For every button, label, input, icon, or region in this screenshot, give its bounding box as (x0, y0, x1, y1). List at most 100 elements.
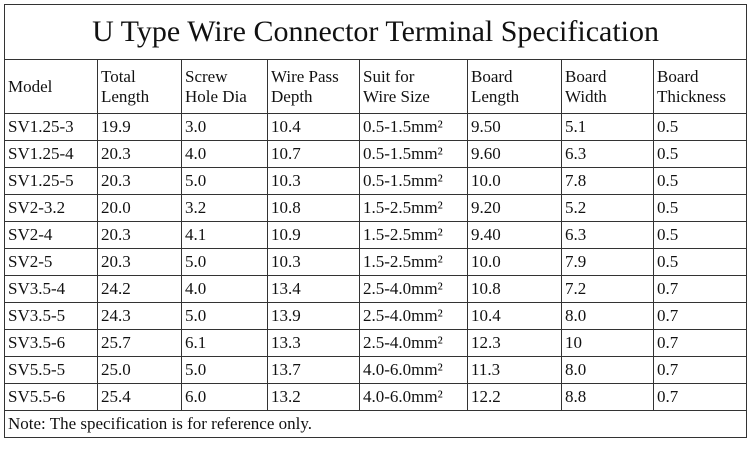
cell: 10.8 (267, 194, 360, 222)
header-row: Model Total Length Screw Hole Dia Wire Pass De… (4, 59, 748, 114)
cell: 5.0 (181, 356, 268, 384)
cell: SV2-4 (4, 221, 98, 249)
cell: 9.50 (467, 113, 562, 141)
cell: 13.4 (267, 275, 360, 303)
cell: 7.8 (561, 167, 654, 195)
header-text: Length (101, 86, 150, 106)
data-row: SV3.5-5 24.3 5.0 13.9 2.5-4.0mm² 10.4 8.0 0.7 (4, 302, 748, 330)
header-text: Suit for (363, 66, 415, 86)
data-row: SV5.5-5 25.0 5.0 13.7 4.0-6.0mm² 11.3 8.0 0.7 (4, 356, 748, 384)
cell: 0.7 (652, 383, 748, 411)
data-row: SV5.5-6 25.4 6.0 13.2 4.0-6.0mm² 12.2 8.8 0.7 (4, 383, 748, 411)
cell: SV1.25-5 (4, 167, 98, 195)
cell: 1.5-2.5mm² (359, 248, 468, 276)
cell: 5.1 (561, 113, 654, 141)
cell: 5.2 (561, 194, 654, 222)
cell: 10.0 (467, 248, 562, 276)
cell: 25.0 (97, 356, 182, 384)
cell: 7.9 (561, 248, 654, 276)
cell: 0.7 (652, 356, 748, 384)
cell: 8.8 (561, 383, 654, 411)
cell: 24.3 (97, 302, 182, 330)
cell: 4.0-6.0mm² (359, 383, 468, 411)
header-text: Wire Size (363, 86, 430, 106)
header-cell: Suit for Wire Size (359, 59, 468, 114)
header-cell: Board Thickness (652, 59, 748, 114)
cell: 0.5-1.5mm² (359, 113, 468, 141)
cell: 0.5 (652, 113, 748, 141)
cell: 0.7 (652, 329, 748, 357)
note-row: Note: The specification is for reference… (3, 410, 748, 438)
header-text: Model (8, 76, 53, 96)
cell: 3.2 (181, 194, 268, 222)
cell: 10 (561, 329, 654, 357)
cell: 8.0 (561, 356, 654, 384)
header-text: Depth (271, 86, 313, 106)
header-text: Total (101, 66, 136, 86)
cell: 0.5 (652, 194, 748, 222)
cell: 20.3 (97, 248, 182, 276)
cell: 25.4 (97, 383, 182, 411)
cell: 5.0 (181, 248, 268, 276)
cell: 10.4 (467, 302, 562, 330)
header-text: Wire Pass (271, 66, 339, 86)
cell: 10.4 (267, 113, 360, 141)
header-cell: Model (4, 59, 98, 114)
header-text: Hole Dia (185, 86, 247, 106)
data-row: SV2-5 20.3 5.0 10.3 1.5-2.5mm² 10.0 7.9 0.5 (4, 248, 748, 276)
table-body: U Type Wire Connector Terminal Specifica… (3, 4, 748, 438)
cell: 5.0 (181, 167, 268, 195)
cell: 6.1 (181, 329, 268, 357)
cell: 2.5-4.0mm² (359, 275, 468, 303)
cell: 6.3 (561, 221, 654, 249)
spec-table: U Type Wire Connector Terminal Specifica… (3, 4, 748, 438)
cell: 6.3 (561, 140, 654, 168)
cell: 3.0 (181, 113, 268, 141)
cell: 10.3 (267, 248, 360, 276)
cell: SV3.5-5 (4, 302, 98, 330)
title-row: U Type Wire Connector Terminal Specifica… (3, 4, 748, 60)
cell: 0.7 (652, 275, 748, 303)
cell: 13.9 (267, 302, 360, 330)
header-text: Screw (185, 66, 228, 86)
cell: 10.9 (267, 221, 360, 249)
cell: 4.0-6.0mm² (359, 356, 468, 384)
cell: 0.5 (652, 167, 748, 195)
cell: 12.2 (467, 383, 562, 411)
cell: 4.1 (181, 221, 268, 249)
cell: 9.40 (467, 221, 562, 249)
cell: 20.3 (97, 221, 182, 249)
header-text: Length (471, 86, 520, 106)
cell: SV5.5-6 (4, 383, 98, 411)
data-row: SV1.25-3 19.9 3.0 10.4 0.5-1.5mm² 9.50 5.1 0.5 (4, 113, 748, 141)
header-text: Board (565, 66, 607, 86)
cell: 1.5-2.5mm² (359, 194, 468, 222)
cell: SV3.5-4 (4, 275, 98, 303)
cell: SV1.25-3 (4, 113, 98, 141)
data-row: SV1.25-4 20.3 4.0 10.7 0.5-1.5mm² 9.60 6.3 0.5 (4, 140, 748, 168)
cell: 19.9 (97, 113, 182, 141)
cell: 4.0 (181, 275, 268, 303)
data-row: SV3.5-4 24.2 4.0 13.4 2.5-4.0mm² 10.8 7.2 0.7 (4, 275, 748, 303)
cell: 13.7 (267, 356, 360, 384)
cell: SV1.25-4 (4, 140, 98, 168)
cell: SV3.5-6 (4, 329, 98, 357)
cell: SV2-5 (4, 248, 98, 276)
cell: 8.0 (561, 302, 654, 330)
cell: 7.2 (561, 275, 654, 303)
header-text: Board (471, 66, 513, 86)
cell: SV5.5-5 (4, 356, 98, 384)
header-cell: Total Length (97, 59, 182, 114)
cell: 0.5 (652, 248, 748, 276)
data-row: SV2-4 20.3 4.1 10.9 1.5-2.5mm² 9.40 6.3 0.5 (4, 221, 748, 249)
cell: 10.8 (467, 275, 562, 303)
cell: 10.3 (267, 167, 360, 195)
data-row: SV1.25-5 20.3 5.0 10.3 0.5-1.5mm² 10.0 7.8 0.5 (4, 167, 748, 195)
header-cell: Screw Hole Dia (181, 59, 268, 114)
cell: 0.5 (652, 140, 748, 168)
header-cell: Wire Pass Depth (267, 59, 360, 114)
cell: 24.2 (97, 275, 182, 303)
cell: SV2-3.2 (4, 194, 98, 222)
header-cell: Board Width (561, 59, 654, 114)
